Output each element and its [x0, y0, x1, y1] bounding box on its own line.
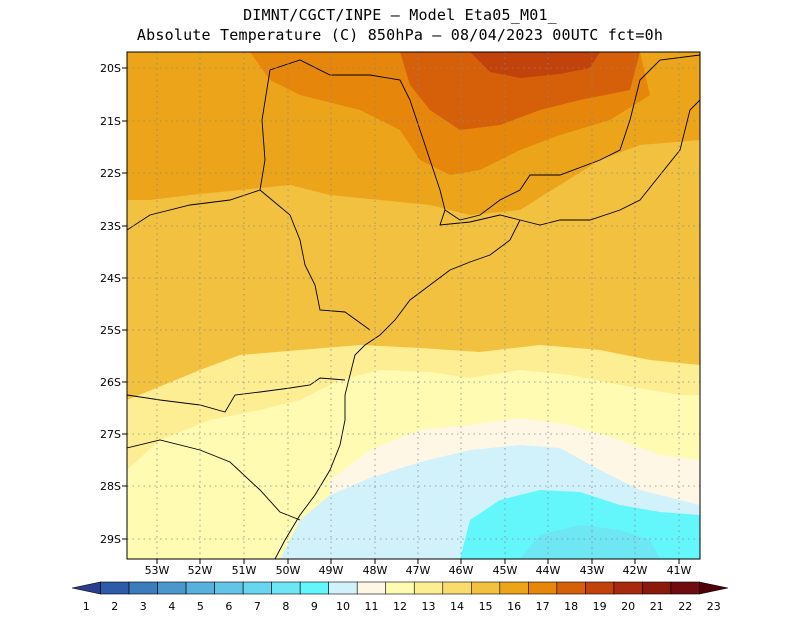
- temperature-field: [127, 52, 700, 559]
- colorbar-label: 4: [168, 600, 175, 613]
- colorbar-label: 20: [621, 600, 635, 613]
- colorbar-label: 16: [507, 600, 521, 613]
- map-frame: [126, 51, 701, 560]
- colorbar-labels: 1 2 3 4 5 6 7 8 9 10 11 12 13 14 15 16 17 18 19 20 21 22 23: [83, 600, 721, 613]
- colorbar-swatch: [71, 581, 101, 595]
- colorbar-swatch: [328, 581, 358, 595]
- colorbar-label: 14: [450, 600, 464, 613]
- colorbar-label: 1: [83, 600, 90, 613]
- colorbar-swatch: [185, 581, 215, 595]
- colorbar-label: 23: [707, 600, 721, 613]
- colorbar-swatch: [385, 581, 415, 595]
- latitude-label: 20S: [100, 62, 121, 75]
- colorbar-label: 22: [678, 600, 692, 613]
- latitude-labels: 20S 21S 22S 23S 24S 25S 26S 27S 28S 29S: [100, 62, 127, 546]
- map-title-line2: Absolute Temperature (C) 850hPa – 08/04/…: [136, 26, 664, 44]
- colorbar-swatch: [528, 581, 558, 595]
- colorbar-swatch: [613, 581, 643, 595]
- longitude-label: 43W: [580, 564, 605, 577]
- colorbar-swatch: [214, 581, 244, 595]
- colorbar-label: 19: [593, 600, 607, 613]
- longitude-label: 50W: [276, 564, 301, 577]
- colorbar-label: 18: [564, 600, 578, 613]
- colorbar-swatch: [471, 581, 501, 595]
- colorbar-label: 7: [254, 600, 261, 613]
- colorbar-label: 13: [422, 600, 436, 613]
- colorbar-label: 8: [282, 600, 289, 613]
- longitude-label: 41W: [667, 564, 692, 577]
- colorbar-label: 21: [650, 600, 664, 613]
- colorbar-swatch: [271, 581, 301, 595]
- latitude-label: 26S: [100, 376, 121, 389]
- grid-lines: [127, 52, 700, 559]
- colorbar-label: 10: [336, 600, 350, 613]
- latitude-label: 29S: [100, 533, 121, 546]
- colorbar-label: 2: [111, 600, 118, 613]
- latitude-label: 21S: [100, 115, 121, 128]
- coastline-borders: [127, 54, 700, 559]
- colorbar-swatch: [413, 581, 444, 595]
- latitude-label: 22S: [100, 167, 121, 180]
- latitude-label: 23S: [100, 220, 121, 233]
- colorbar-swatch: [157, 581, 187, 595]
- colorbar-swatch: [499, 581, 529, 595]
- colorbar-swatch: [356, 581, 387, 595]
- longitude-label: 44W: [536, 564, 561, 577]
- colorbar-swatch: [556, 581, 586, 595]
- colorbar-label: 3: [140, 600, 147, 613]
- latitude-label: 25S: [100, 324, 121, 337]
- longitude-label: 49W: [319, 564, 344, 577]
- colorbar-label: 6: [225, 600, 232, 613]
- latitude-label: 27S: [100, 428, 121, 441]
- colorbar-swatch: [128, 581, 158, 595]
- longitude-label: 52W: [188, 564, 213, 577]
- longitude-label: 51W: [232, 564, 257, 577]
- colorbar-swatch: [442, 581, 472, 595]
- colorbar-swatch: [100, 581, 130, 595]
- longitude-label: 42W: [623, 564, 648, 577]
- longitude-labels: 53W 52W 51W 50W 49W 48W 47W 46W 45W 44W 43W 42W 41W: [145, 559, 692, 577]
- longitude-label: 48W: [363, 564, 388, 577]
- colorbar-swatch: [585, 581, 615, 595]
- colorbar-label: 17: [536, 600, 550, 613]
- colorbar-label: 9: [311, 600, 318, 613]
- colorbar-label: 5: [197, 600, 204, 613]
- colorbar-swatch: [699, 581, 729, 595]
- longitude-label: 47W: [406, 564, 431, 577]
- colorbar-label: 11: [364, 600, 378, 613]
- colorbar-swatch: [299, 581, 329, 595]
- latitude-label: 24S: [100, 272, 121, 285]
- colorbar-swatch: [670, 581, 700, 595]
- colorbar-swatch: [242, 581, 272, 595]
- colorbar-label: 12: [393, 600, 407, 613]
- longitude-label: 53W: [145, 564, 170, 577]
- latitude-label: 28S: [100, 480, 121, 493]
- longitude-label: 46W: [449, 564, 474, 577]
- colorbar: [71, 581, 729, 595]
- map-title-line1: DIMNT/CGCT/INPE – Model Eta05_M01_: [243, 6, 557, 24]
- longitude-label: 45W: [493, 564, 518, 577]
- colorbar-swatch: [642, 581, 672, 595]
- colorbar-label: 15: [479, 600, 493, 613]
